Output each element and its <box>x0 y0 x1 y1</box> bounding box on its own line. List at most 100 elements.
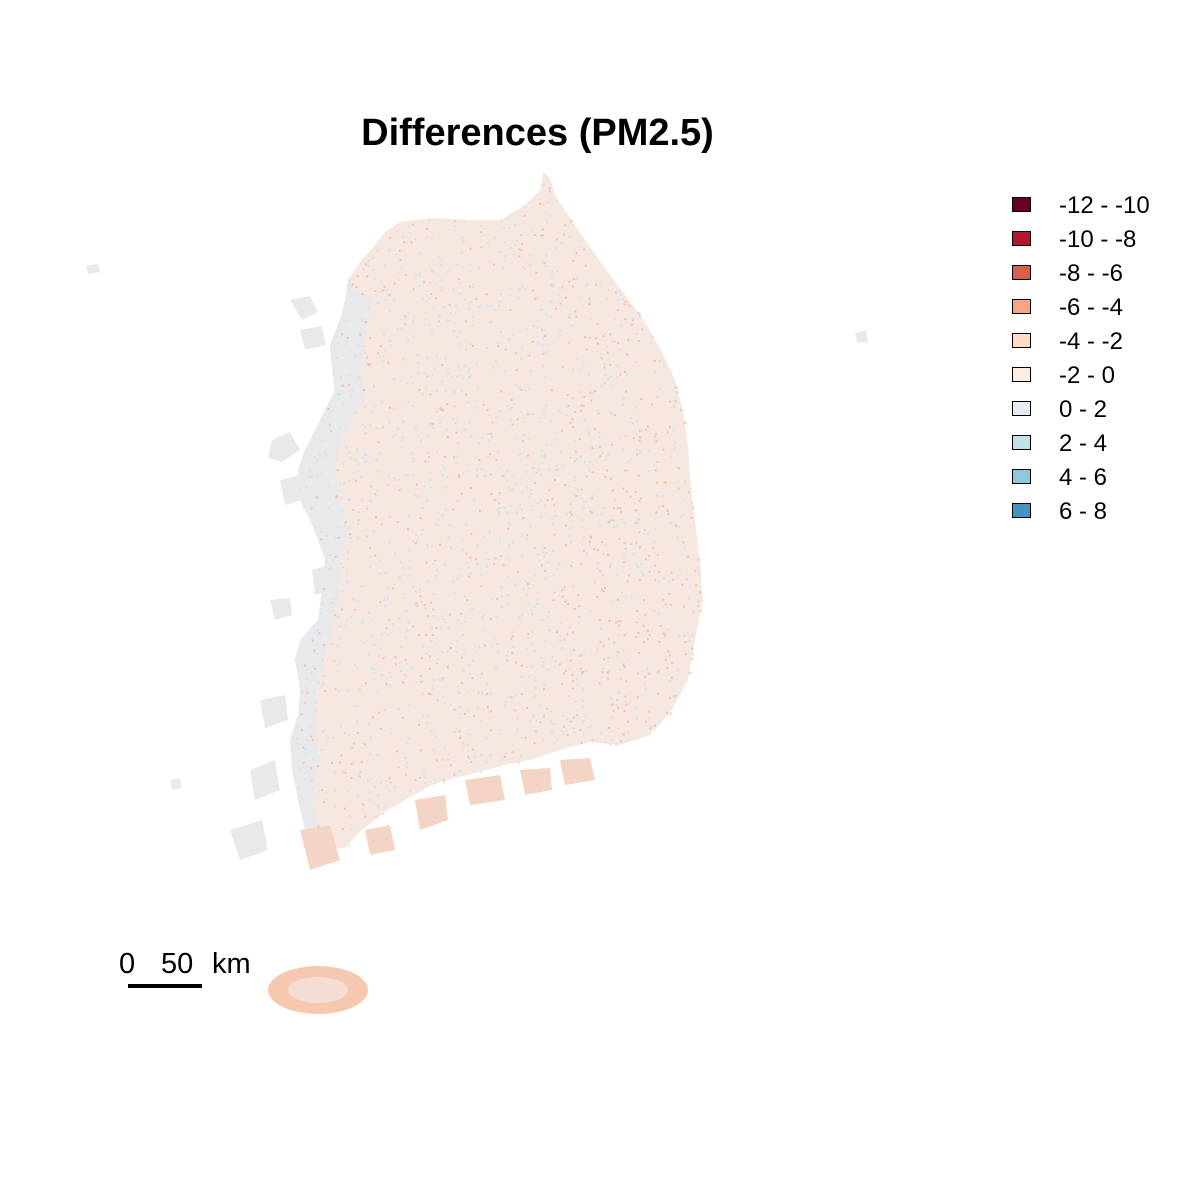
speckle <box>669 604 672 607</box>
speckle <box>414 426 417 429</box>
speckle <box>432 679 435 682</box>
speckle <box>353 761 355 764</box>
speckle <box>520 411 523 413</box>
speckle <box>376 249 379 252</box>
speckle <box>555 464 558 467</box>
legend-item: -2 - 0 <box>1012 362 1192 396</box>
speckle <box>460 251 463 254</box>
speckle <box>327 554 329 557</box>
speckle <box>407 400 410 403</box>
speckle <box>482 403 485 406</box>
speckle <box>561 730 563 733</box>
speckle <box>588 541 591 543</box>
speckle <box>395 750 398 753</box>
speckle <box>653 463 656 466</box>
speckle <box>591 447 594 450</box>
speckle <box>351 388 354 391</box>
speckle <box>587 535 590 538</box>
speckle <box>601 676 603 679</box>
speckle <box>493 308 496 311</box>
speckle <box>575 458 578 461</box>
speckle <box>577 494 580 497</box>
speckle <box>407 391 410 394</box>
speckle <box>599 455 602 458</box>
speckle <box>510 406 512 409</box>
speckle <box>322 682 325 685</box>
speckle <box>401 436 404 439</box>
speckle <box>638 618 641 620</box>
speckle <box>507 650 510 653</box>
speckle <box>457 442 460 445</box>
speckle <box>332 598 335 601</box>
speckle <box>361 456 364 459</box>
speckle <box>498 759 501 762</box>
speckle <box>549 215 552 217</box>
speckle <box>553 741 556 744</box>
speckle <box>588 469 591 472</box>
speckle <box>624 370 626 373</box>
speckle <box>568 313 571 316</box>
speckle <box>600 541 603 543</box>
speckle <box>322 602 325 605</box>
speckle <box>541 455 544 458</box>
speckle <box>399 379 402 382</box>
speckle <box>591 392 594 395</box>
speckle <box>312 637 314 640</box>
speckle <box>485 552 488 554</box>
speckle <box>384 299 387 302</box>
speckle <box>412 540 414 543</box>
speckle <box>308 469 311 472</box>
speckle <box>375 691 378 694</box>
speckle <box>632 422 635 425</box>
speckle <box>441 651 444 654</box>
speckle <box>555 307 558 310</box>
speckle <box>500 220 503 223</box>
speckle <box>427 715 430 718</box>
speckle <box>638 436 641 439</box>
speckle <box>536 335 539 338</box>
speckle <box>547 610 550 613</box>
speckle <box>410 375 413 378</box>
speckle <box>418 388 421 391</box>
speckle <box>417 273 420 276</box>
speckle <box>366 778 369 781</box>
speckle <box>303 778 306 781</box>
speckle <box>306 739 309 741</box>
speckle <box>432 685 435 687</box>
speckle <box>479 719 482 722</box>
speckle <box>654 609 657 612</box>
speckle <box>669 654 672 657</box>
speckle <box>479 675 482 678</box>
speckle <box>423 372 426 375</box>
legend-swatch <box>1012 401 1031 416</box>
speckle <box>489 617 492 620</box>
speckle <box>482 614 485 617</box>
speckle <box>638 499 641 502</box>
speckle <box>454 220 457 223</box>
speckle <box>541 308 544 311</box>
speckle <box>423 604 426 606</box>
speckle <box>673 447 676 450</box>
speckle <box>521 346 524 349</box>
speckle <box>602 552 605 555</box>
speckle <box>644 688 647 691</box>
speckle <box>531 631 534 633</box>
speckle <box>551 275 554 278</box>
speckle <box>516 511 519 514</box>
speckle <box>522 708 525 711</box>
speckle <box>525 470 528 473</box>
legend-label: -10 - -8 <box>1059 226 1137 253</box>
speckle <box>429 667 432 670</box>
speckle <box>519 504 522 507</box>
speckle <box>414 779 417 782</box>
speckle <box>447 535 450 538</box>
speckle <box>420 599 423 602</box>
speckle <box>379 727 382 730</box>
speckle <box>683 421 686 424</box>
speckle <box>503 259 506 262</box>
speckle <box>366 759 369 762</box>
speckle <box>574 310 577 313</box>
speckle <box>369 363 372 365</box>
speckle <box>500 390 503 393</box>
speckle <box>480 224 483 227</box>
